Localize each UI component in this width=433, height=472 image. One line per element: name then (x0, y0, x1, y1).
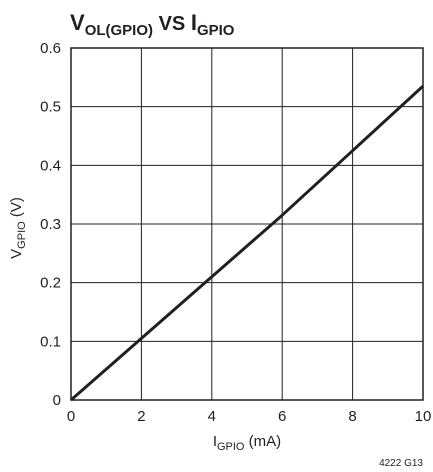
x-tick-label: 4 (208, 408, 216, 425)
x-tick-label: 10 (415, 408, 432, 425)
y-tick-label: 0.1 (40, 333, 61, 350)
y-tick-label: 0.5 (40, 99, 61, 116)
grid (71, 48, 423, 400)
y-tick-label: 0.6 (40, 40, 61, 57)
y-tick-label: 0.4 (40, 157, 61, 174)
figure-id: 4222 G13 (379, 458, 423, 469)
x-tick-labels: 0 2 4 6 8 10 (67, 408, 432, 425)
x-tick-label: 6 (278, 408, 286, 425)
y-tick-label: 0.2 (40, 275, 61, 292)
series-group (70, 85, 425, 402)
title-i: I (191, 10, 197, 35)
title-i-subscript: GPIO (197, 22, 235, 39)
x-axis-label-subscript: GPIO (217, 441, 245, 453)
y-tick-label: 0.3 (40, 216, 61, 233)
series-line (70, 85, 425, 402)
y-axis-label: VGPIO (V) (8, 197, 28, 259)
y-tick-labels: 0 0.1 0.2 0.3 0.4 0.5 0.6 (40, 40, 61, 409)
chart-title: VOL(GPIO) VS IGPIO (70, 10, 235, 39)
plot-frame (70, 47, 424, 401)
x-tick-label: 2 (137, 408, 145, 425)
title-vs: VS (153, 13, 191, 35)
y-axis-label-main: V (8, 249, 25, 259)
x-tick-label: 8 (348, 408, 356, 425)
y-tick-label: 0 (53, 392, 61, 409)
x-axis-label-unit: (mA) (245, 433, 282, 450)
title-v: V (70, 10, 85, 35)
x-axis-label: IGPIO (mA) (213, 433, 281, 453)
y-axis-label-subscript: GPIO (16, 221, 28, 249)
x-axis-label-main: I (213, 433, 217, 450)
title-v-subscript: OL(GPIO) (85, 22, 153, 39)
x-tick-label: 0 (67, 408, 75, 425)
y-axis-label-unit: (V) (8, 197, 25, 221)
